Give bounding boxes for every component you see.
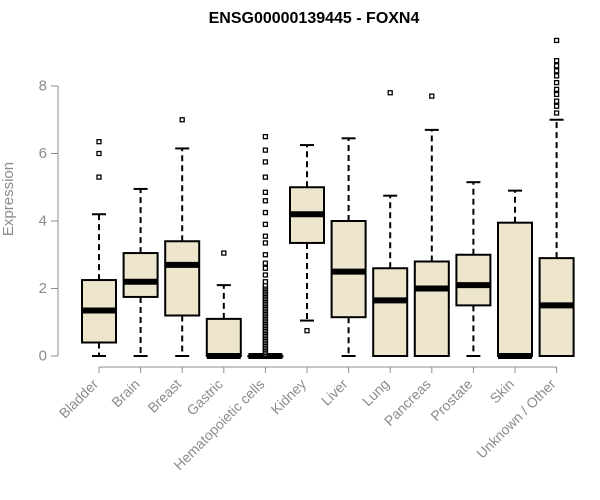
x-tick-label: Breast	[144, 376, 184, 416]
outlier-point	[221, 250, 227, 256]
outlier-point	[179, 117, 185, 123]
outlier-point	[96, 150, 102, 157]
x-tick-label: Prostate	[427, 376, 475, 424]
y-tick-label: 8	[39, 78, 47, 95]
y-tick-label: 2	[39, 280, 47, 297]
box-iqr	[455, 253, 492, 307]
outlier-point	[262, 221, 269, 228]
outlier-point	[262, 240, 269, 246]
x-tick-label: Brain	[108, 376, 142, 410]
x-tick-label: Skin	[487, 376, 518, 407]
outlier-point	[262, 233, 269, 239]
box-breast	[164, 117, 201, 357]
outlier-point	[553, 68, 560, 74]
y-tick-label: 4	[39, 213, 47, 230]
outlier-point	[553, 58, 560, 64]
box-brain	[122, 187, 159, 357]
x-tick-label: Unknown / Other	[473, 376, 559, 462]
box-skin	[497, 189, 533, 359]
outlier-point	[553, 86, 560, 93]
plot-area	[81, 37, 575, 359]
x-tick-label: Liver	[318, 376, 351, 409]
x-tick-label: Lung	[359, 376, 392, 409]
y-tick-label: 6	[39, 145, 47, 162]
outlier-point	[262, 147, 269, 153]
box-iqr	[497, 221, 533, 357]
outlier-point	[553, 63, 560, 69]
box-iqr	[205, 317, 242, 357]
outlier-point	[262, 209, 269, 216]
outlier-point	[553, 37, 560, 44]
y-axis: 0 2 4 6 8	[39, 78, 59, 365]
outlier-point	[553, 103, 560, 109]
y-tick-label: 0	[39, 348, 47, 365]
outlier-point	[553, 98, 560, 104]
box-iqr	[372, 267, 409, 357]
box-kidney	[289, 144, 325, 334]
outlier-point	[96, 174, 102, 180]
box-iqr	[413, 260, 450, 357]
outlier-point	[96, 139, 102, 145]
outlier-point	[262, 265, 269, 271]
box-unknown-other	[538, 37, 575, 357]
box-iqr	[164, 240, 201, 317]
box-hematopoietic-cells	[247, 133, 284, 359]
outlier-point	[262, 279, 269, 285]
outlier-point	[429, 93, 435, 99]
y-axis-label: Expression	[0, 162, 17, 236]
box-prostate	[455, 181, 492, 357]
outlier-point	[262, 174, 269, 180]
x-tick-label: Kidney	[268, 376, 310, 418]
outlier-point	[262, 260, 269, 266]
outlier-point	[553, 91, 560, 98]
outlier-point	[262, 159, 269, 165]
outlier-point	[262, 272, 269, 278]
box-lung	[372, 90, 409, 357]
outlier-point	[262, 252, 269, 258]
outlier-point	[304, 328, 310, 334]
x-tick-label: Bladder	[56, 376, 102, 422]
box-liver	[330, 137, 367, 357]
box-iqr	[122, 252, 159, 298]
outlier-point	[262, 133, 269, 140]
box-bladder	[81, 139, 117, 357]
box-pancreas	[413, 93, 450, 357]
outlier-point	[262, 189, 269, 195]
outlier-point	[553, 79, 560, 86]
outlier-point	[553, 110, 560, 116]
outlier-point	[553, 73, 560, 79]
chart-title: ENSG00000139445 - FOXN4	[209, 10, 420, 27]
outlier-point	[387, 90, 393, 96]
outlier-point	[262, 198, 269, 204]
box-gastric	[205, 250, 242, 359]
